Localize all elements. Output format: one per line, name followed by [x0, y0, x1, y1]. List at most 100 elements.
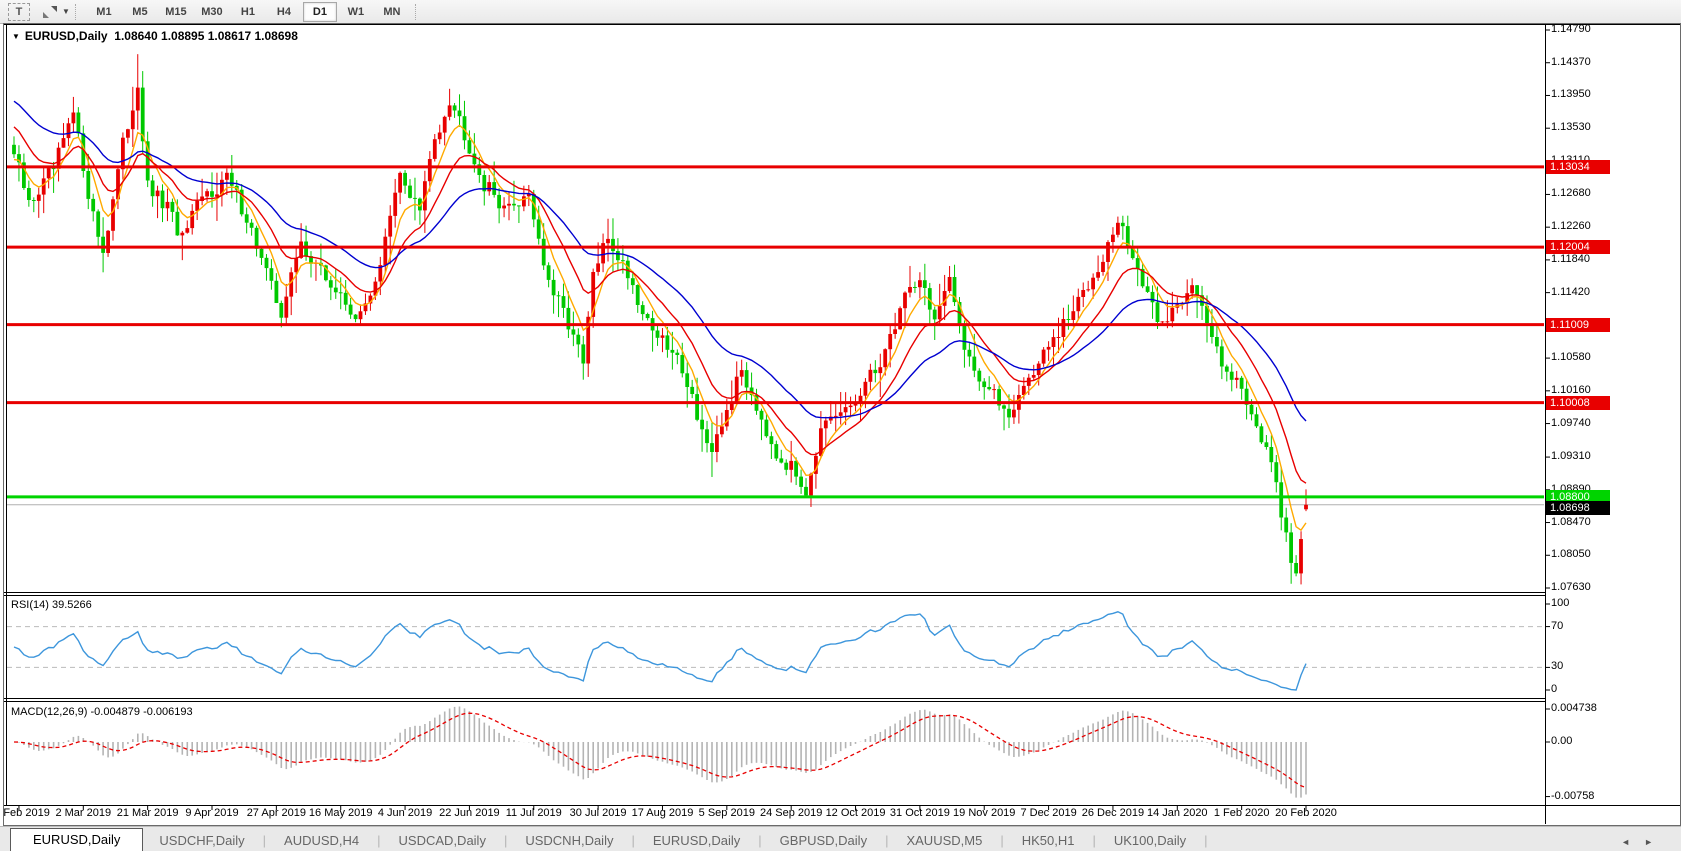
price-axis-tick: 1.12680: [1551, 187, 1591, 200]
rsi-axis-tick: 30: [1551, 660, 1564, 673]
chart-title: ▼ EURUSD,Daily 1.08640 1.08895 1.08617 1.…: [12, 29, 298, 43]
toolbar-separator: [74, 3, 81, 20]
timeframe-button-m15[interactable]: M15: [165, 5, 187, 18]
macd-axis-tick: -0.00758: [1551, 789, 1595, 802]
tab-scroll-right-icon[interactable]: ►: [1644, 837, 1667, 847]
date-axis-label: 1 Feb 2020: [1213, 807, 1270, 819]
date-axis-label: 27 Apr 2019: [246, 807, 307, 819]
price-axis-tick: 1.08470: [1551, 515, 1591, 528]
price-axis-tick: 1.10160: [1551, 383, 1591, 396]
chevron-down-icon: ▼: [62, 7, 70, 16]
chart-tab-hk50-h1[interactable]: HK50,H1: [1021, 833, 1075, 848]
date-axis-label: 4 Jun 2019: [377, 807, 433, 819]
date-axis-label: 20 Feb 2020: [1275, 807, 1337, 819]
date-axis-label: 12 Feb 2019: [0, 807, 50, 819]
chart-tab-eurusd-daily[interactable]: EURUSD,Daily: [652, 833, 741, 848]
tab-separator: |: [377, 833, 381, 848]
price-axis-tick: 1.12260: [1551, 220, 1591, 233]
date-axis-label: 5 Sep 2019: [698, 807, 755, 819]
toolbar-separator: [414, 3, 421, 20]
macd-indicator-label: MACD(12,26,9) -0.004879 -0.006193: [11, 706, 193, 718]
timeframe-button-m30[interactable]: M30: [201, 5, 223, 18]
chart-tab-usdcad-daily[interactable]: USDCAD,Daily: [398, 833, 486, 848]
price-axis-tick: 1.10580: [1551, 351, 1591, 364]
tab-separator: |: [1204, 833, 1208, 848]
price-axis-tick: 1.09740: [1551, 416, 1591, 429]
date-axis-label: 14 Jan 2020: [1147, 807, 1208, 819]
level-price-label: 1.10008: [1546, 395, 1610, 410]
chart-tab-eurusd-daily[interactable]: EURUSD,Daily: [10, 828, 144, 851]
date-axis-label: 16 May 2019: [308, 807, 373, 819]
tab-separator: |: [503, 833, 508, 848]
chart-tab-bar: EURUSD,Daily USDCHF,Daily | AUDUSD,H4 | USDCA…: [0, 826, 1681, 851]
price-axis-tick: 1.07630: [1551, 581, 1591, 593]
chart-tab-usdcnh-daily[interactable]: USDCNH,Daily: [525, 833, 614, 848]
timeframe-button-m1[interactable]: M1: [96, 5, 112, 18]
ohlc-open: 1.08640: [114, 29, 158, 43]
rsi-axis-tick: 70: [1551, 619, 1564, 632]
date-axis-label: 19 Nov 2019: [953, 807, 1016, 819]
chart-tabs: EURUSD,Daily USDCHF,Daily | AUDUSD,H4 | USDCA…: [0, 827, 1210, 851]
date-axis-label: 21 Mar 2019: [116, 807, 179, 819]
price-axis-tick: 1.08050: [1551, 548, 1591, 561]
level-price-label: 1.12004: [1546, 240, 1610, 255]
text-label-tool-button[interactable]: T: [8, 2, 30, 21]
timeframe-button-d1[interactable]: D1: [302, 1, 337, 22]
timeframe-button-mn[interactable]: MN: [383, 5, 401, 18]
macd-axis-tick: 0.00: [1551, 735, 1573, 747]
arrow-objects-icon: [43, 5, 57, 18]
price-axis-tick: 1.14790: [1551, 23, 1591, 35]
timeframe-button-h4[interactable]: H4: [276, 5, 291, 18]
chart-tab-usdchf-daily[interactable]: USDCHF,Daily: [159, 833, 245, 848]
tab-separator: |: [758, 833, 762, 848]
price-axis-tick: 1.11840: [1551, 252, 1590, 265]
tab-separator: |: [262, 833, 267, 848]
chart-tab-xauusd-m5[interactable]: XAUUSD,M5: [906, 833, 983, 848]
timeframe-button-w1[interactable]: W1: [347, 5, 365, 18]
tab-separator: |: [1092, 833, 1096, 848]
date-axis-label: 12 Oct 2019: [825, 807, 886, 819]
price-axis-tick: 1.11420: [1551, 285, 1590, 298]
rsi-value: 39.5266: [51, 599, 92, 611]
price-axis-tick: 1.13530: [1551, 121, 1591, 134]
chart-tab-uk100-daily[interactable]: UK100,Daily: [1113, 833, 1187, 848]
date-axis-label: 30 Jul 2019: [569, 807, 627, 819]
ohlc-low: 1.08617: [207, 29, 252, 43]
collapse-triangle-icon[interactable]: ▼: [12, 32, 20, 41]
timeframe-button-h1[interactable]: H1: [240, 5, 255, 18]
price-axis-tick: 1.14370: [1551, 55, 1591, 68]
date-axis-label: 7 Dec 2019: [1020, 807, 1077, 819]
timeframe-button-m5[interactable]: M5: [132, 5, 148, 18]
ohlc-high: 1.08895: [161, 29, 205, 43]
macd-signal-value: -0.006193: [143, 706, 193, 718]
date-axis-label: 24 Sep 2019: [759, 807, 823, 819]
date-axis-label: 11 Jul 2019: [505, 807, 562, 819]
current-price-label: 1.08698: [1546, 500, 1610, 515]
rsi-axis-tick: 100: [1551, 597, 1570, 609]
chart-symbol-period: EURUSD,Daily: [24, 29, 108, 43]
tab-separator: |: [885, 833, 889, 848]
tab-separator: |: [631, 833, 635, 848]
level-price-label: 1.11009: [1546, 317, 1610, 332]
date-axis-label: 22 Jun 2019: [439, 807, 500, 819]
tab-scroll-left-icon[interactable]: ◄: [1621, 837, 1645, 847]
level-price-label: 1.13034: [1546, 159, 1610, 174]
macd-main-value: -0.004879: [90, 706, 141, 718]
date-axis-label: 31 Oct 2019: [889, 807, 950, 819]
tab-separator: |: [1000, 833, 1004, 848]
date-axis-label: 2 Mar 2019: [55, 807, 112, 819]
price-axis-tick: 1.09310: [1551, 450, 1591, 463]
date-axis-label: 26 Dec 2019: [1081, 807, 1145, 819]
rsi-indicator-label: RSI(14) 39.5266: [11, 599, 92, 611]
arrow-objects-button[interactable]: ▼: [42, 5, 70, 19]
chart-tab-gbpusd-daily[interactable]: GBPUSD,Daily: [779, 833, 868, 848]
chart-tab-audusd-h4[interactable]: AUDUSD,H4: [284, 833, 360, 848]
level-price-label: 1.08800: [1546, 489, 1610, 504]
timeframe-button-group: M1 M5 M15 M30 H1 H4 D1 W1 MN: [86, 1, 410, 22]
price-axis-tick: 1.13950: [1551, 88, 1591, 101]
date-axis-label: 17 Aug 2019: [631, 807, 694, 819]
macd-axis-tick: 0.004738: [1551, 702, 1597, 714]
tab-scroll-arrows: ◄►: [1621, 837, 1667, 851]
